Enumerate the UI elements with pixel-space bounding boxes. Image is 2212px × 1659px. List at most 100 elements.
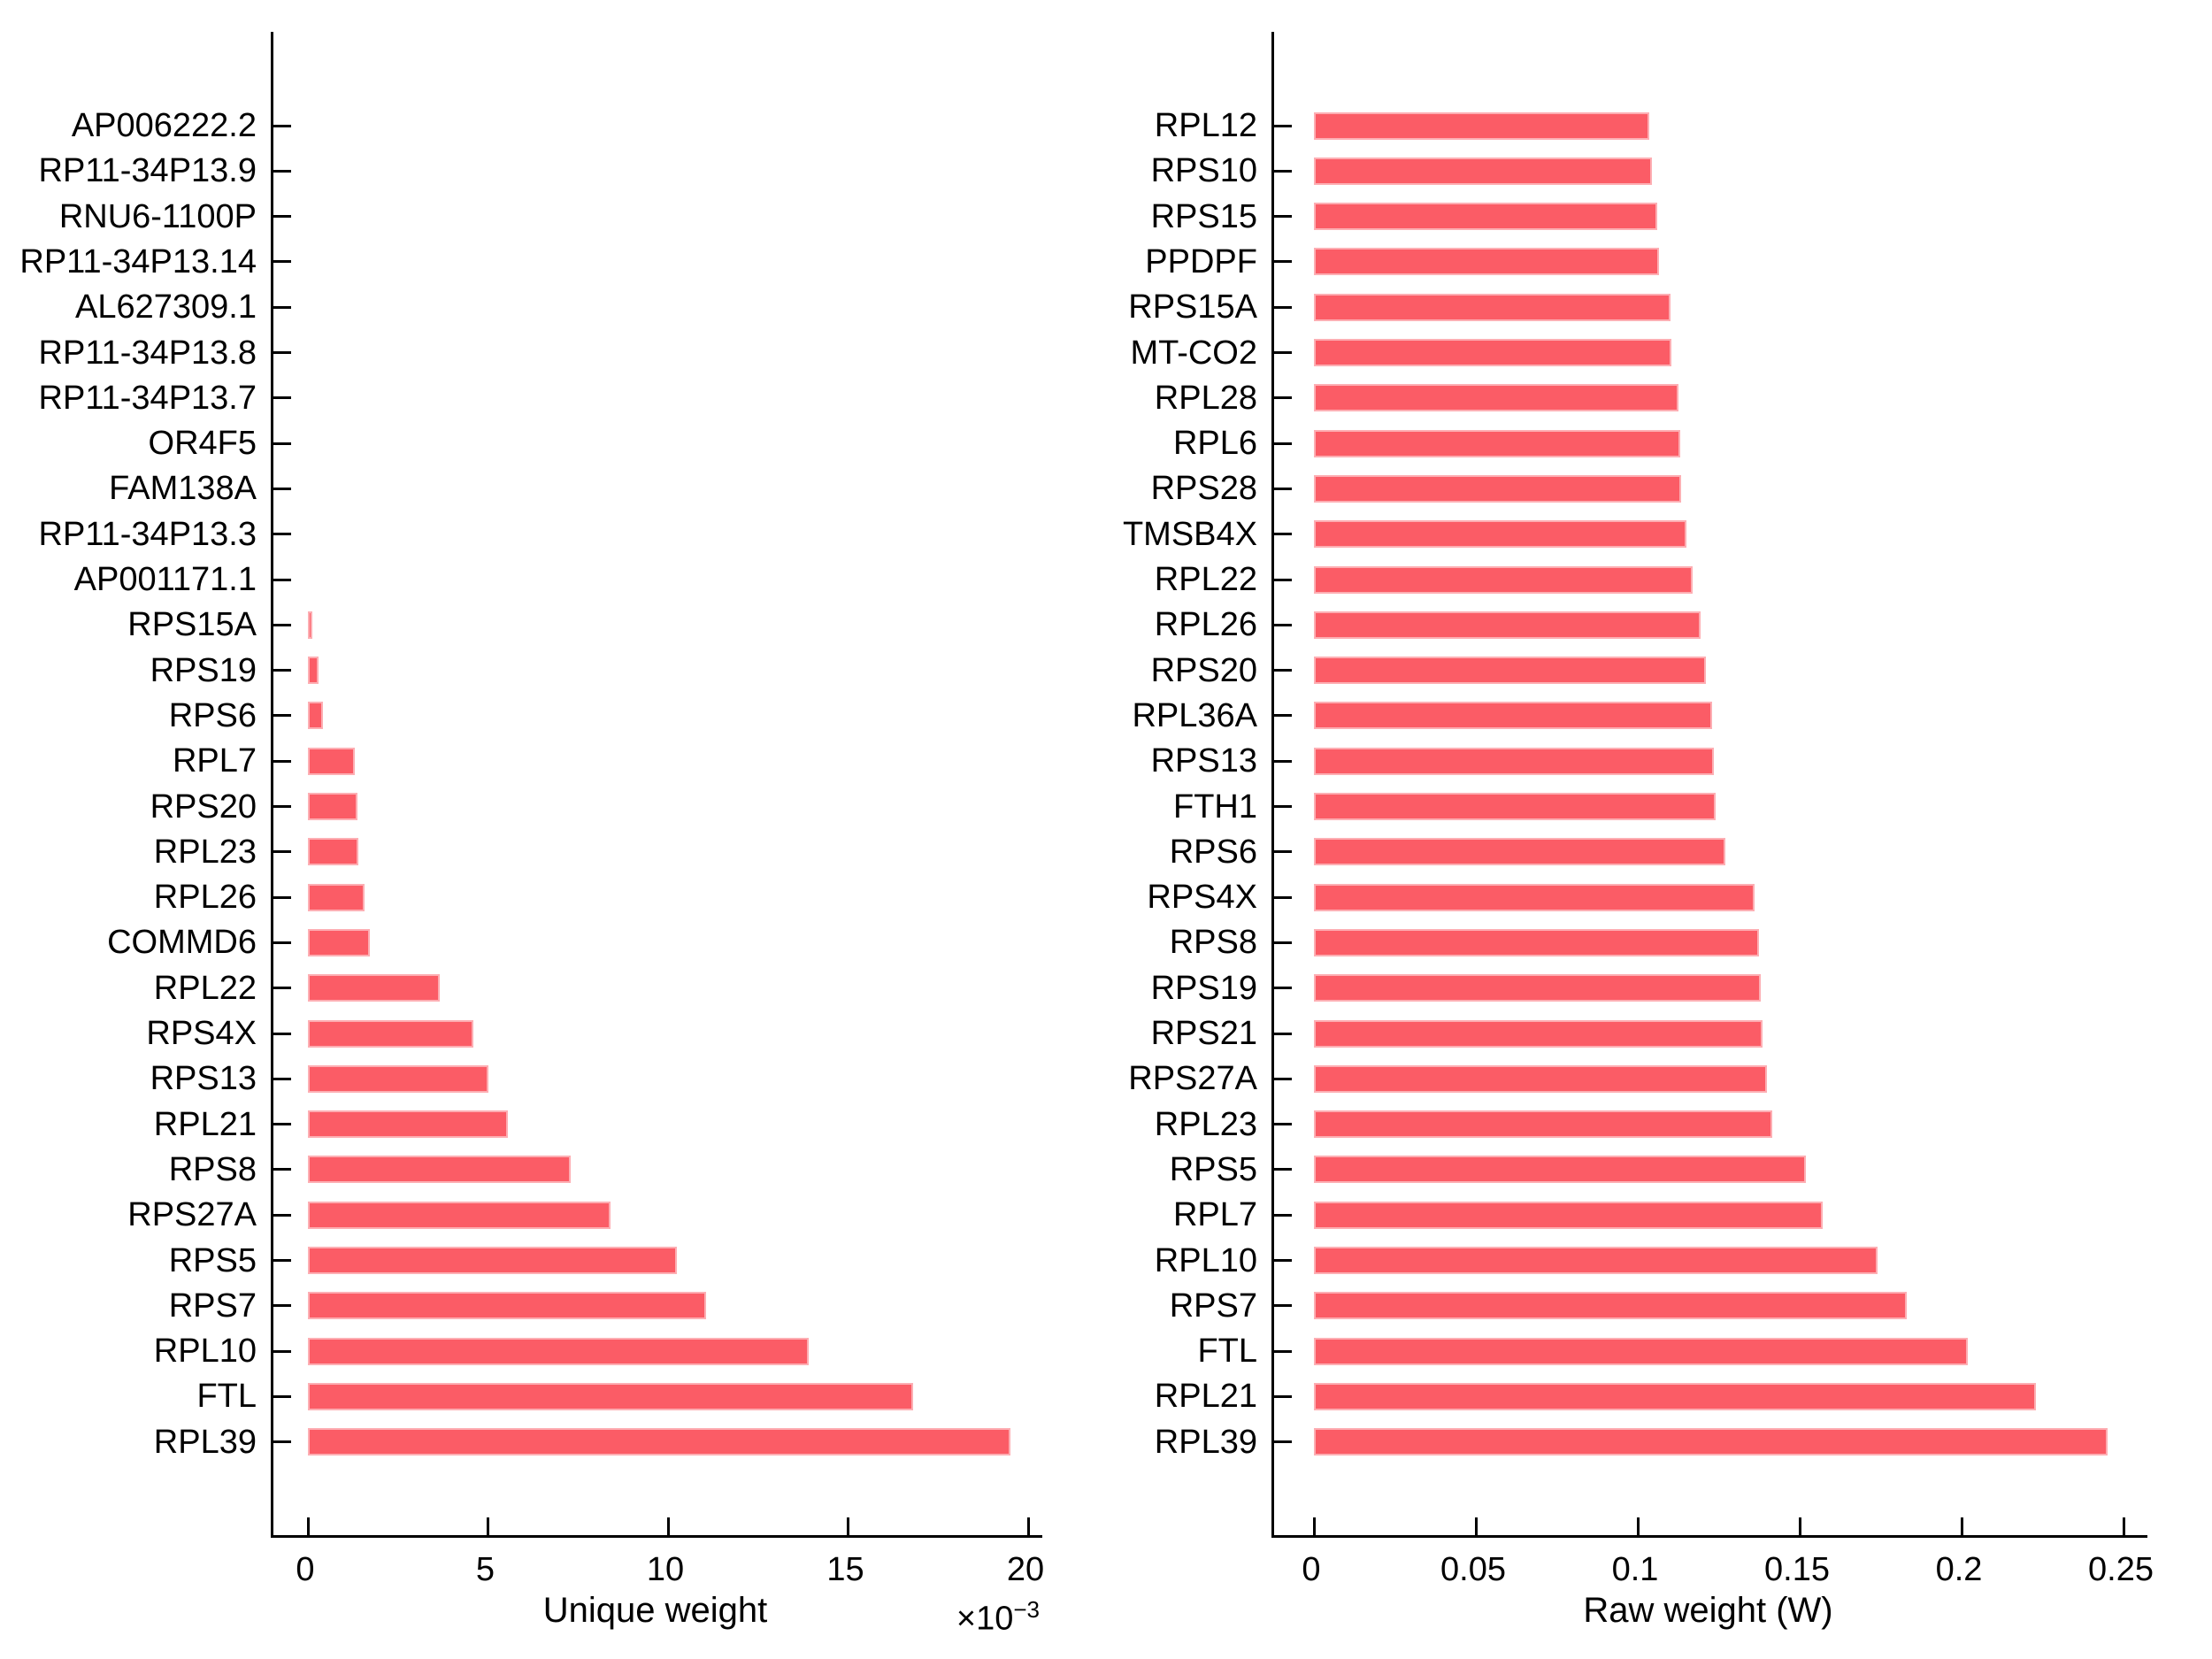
y-tick-mark <box>1274 1440 1292 1444</box>
x-tick-mark <box>1960 1517 1963 1535</box>
y-label-RPS19: RPS19 <box>150 651 257 689</box>
bar-RPL23 <box>308 838 358 866</box>
y-label-RPS8: RPS8 <box>1169 924 1257 962</box>
y-label-RPS15: RPS15 <box>1150 197 1257 235</box>
y-tick-mark <box>1274 1394 1292 1398</box>
y-tick-mark <box>273 669 291 672</box>
y-label-RPS15A: RPS15A <box>127 606 257 644</box>
y-tick-mark <box>273 215 291 219</box>
x-tick-mark <box>1798 1517 1801 1535</box>
bar-COMMD6 <box>308 928 370 956</box>
bar-RPS15A <box>1314 293 1671 321</box>
y-label-RPL22: RPL22 <box>153 969 257 1007</box>
bar-RPS13 <box>1314 747 1714 775</box>
y-tick-mark <box>273 805 291 808</box>
bar-RPL7 <box>1314 1201 1823 1229</box>
x-tick-mark <box>1636 1517 1640 1535</box>
bar-RPL22 <box>308 974 440 1002</box>
y-label-RPL7: RPL7 <box>172 742 257 780</box>
y-tick-mark <box>1274 759 1292 763</box>
y-tick-mark <box>273 442 291 445</box>
x-tick-label-0.05: 0.05 <box>1440 1551 1506 1588</box>
y-tick-mark <box>273 305 291 309</box>
y-tick-mark <box>273 578 291 581</box>
x-tick-label-10: 10 <box>646 1551 685 1588</box>
bar-RPS8 <box>1314 928 1760 956</box>
x-tick-label-15: 15 <box>826 1551 864 1588</box>
y-tick-mark <box>1274 442 1292 445</box>
x-tick-mark <box>487 1517 489 1535</box>
x-tick-label-0.25: 0.25 <box>2088 1551 2154 1588</box>
y-label-RPL39: RPL39 <box>153 1423 257 1461</box>
y-label-RPS8: RPS8 <box>168 1150 257 1188</box>
y-label-RPS15A: RPS15A <box>1128 288 1257 326</box>
x-tick-label-5: 5 <box>475 1551 495 1588</box>
y-tick-mark <box>273 396 291 400</box>
y-label-RPS20: RPS20 <box>1150 651 1257 689</box>
bar-RPS21 <box>1314 1019 1763 1048</box>
y-label-RPL28: RPL28 <box>1154 379 1257 417</box>
y-label-RPS27A: RPS27A <box>127 1196 257 1234</box>
y-tick-mark <box>273 124 291 127</box>
y-tick-mark <box>1274 1349 1292 1353</box>
y-label-RP11-34P13.14: RP11-34P13.14 <box>19 242 257 280</box>
y-label-OR4F5: OR4F5 <box>148 425 257 463</box>
y-label-RPL12: RPL12 <box>1154 107 1257 144</box>
y-label-RPL39: RPL39 <box>1154 1423 1257 1461</box>
y-label-RPS6: RPS6 <box>168 696 257 734</box>
bar-RPS4X <box>308 1019 474 1048</box>
x-tick-mark <box>847 1517 849 1535</box>
y-label-RPS6: RPS6 <box>1169 833 1257 871</box>
y-tick-mark <box>273 169 291 173</box>
bar-RPL26 <box>1314 611 1701 639</box>
y-label-RP11-34P13.3: RP11-34P13.3 <box>38 515 257 553</box>
y-tick-mark <box>273 1349 291 1353</box>
bar-RPS27A <box>308 1201 611 1229</box>
y-label-RPS19: RPS19 <box>1150 969 1257 1007</box>
bar-FTL <box>1314 1337 1969 1365</box>
bar-RPS19 <box>1314 974 1762 1002</box>
y-label-RPL6: RPL6 <box>1172 425 1257 463</box>
y-tick-mark <box>273 850 291 854</box>
y-tick-mark <box>1274 533 1292 536</box>
bar-FTH1 <box>1314 793 1716 820</box>
y-tick-mark <box>1274 987 1292 990</box>
y-label-AP001171.1: AP001171.1 <box>73 561 257 598</box>
y-tick-mark <box>273 1440 291 1444</box>
y-label-RPL10: RPL10 <box>1154 1241 1257 1279</box>
y-tick-mark <box>1274 487 1292 490</box>
y-tick-mark <box>273 1213 291 1217</box>
bar-RPS8 <box>308 1156 572 1184</box>
y-tick-mark <box>1274 895 1292 899</box>
bar-RPL10 <box>308 1337 809 1365</box>
y-tick-mark <box>273 487 291 490</box>
bar-RPS20 <box>308 793 357 820</box>
y-tick-mark <box>1274 305 1292 309</box>
bar-RPL6 <box>1314 429 1680 457</box>
bar-RPL21 <box>308 1110 508 1139</box>
bar-RPS28 <box>1314 474 1682 503</box>
bar-RPL26 <box>308 883 365 911</box>
bar-RPS19 <box>308 657 319 685</box>
bar-RPL22 <box>1314 565 1694 594</box>
y-label-RP11-34P13.8: RP11-34P13.8 <box>38 334 257 372</box>
y-tick-mark <box>273 759 291 763</box>
bar-RPL28 <box>1314 384 1678 412</box>
unique-weight-x-axis-title: Unique weight <box>542 1591 768 1630</box>
y-label-RPS28: RPS28 <box>1150 470 1257 508</box>
y-tick-mark <box>273 623 291 626</box>
y-label-RPL10: RPL10 <box>153 1333 257 1371</box>
y-tick-mark <box>273 1394 291 1398</box>
y-tick-mark <box>1274 124 1292 127</box>
bar-RPS5 <box>1314 1156 1807 1184</box>
y-tick-mark <box>1274 169 1292 173</box>
bar-MT-CO2 <box>1314 339 1672 366</box>
bar-RPS7 <box>1314 1292 1907 1320</box>
y-tick-mark <box>1274 1077 1292 1080</box>
y-label-TMSB4X: TMSB4X <box>1122 515 1257 553</box>
bar-RPS15 <box>1314 203 1657 231</box>
y-label-RPL23: RPL23 <box>153 833 257 871</box>
x-tick-mark <box>666 1517 670 1535</box>
y-tick-mark <box>1274 714 1292 718</box>
